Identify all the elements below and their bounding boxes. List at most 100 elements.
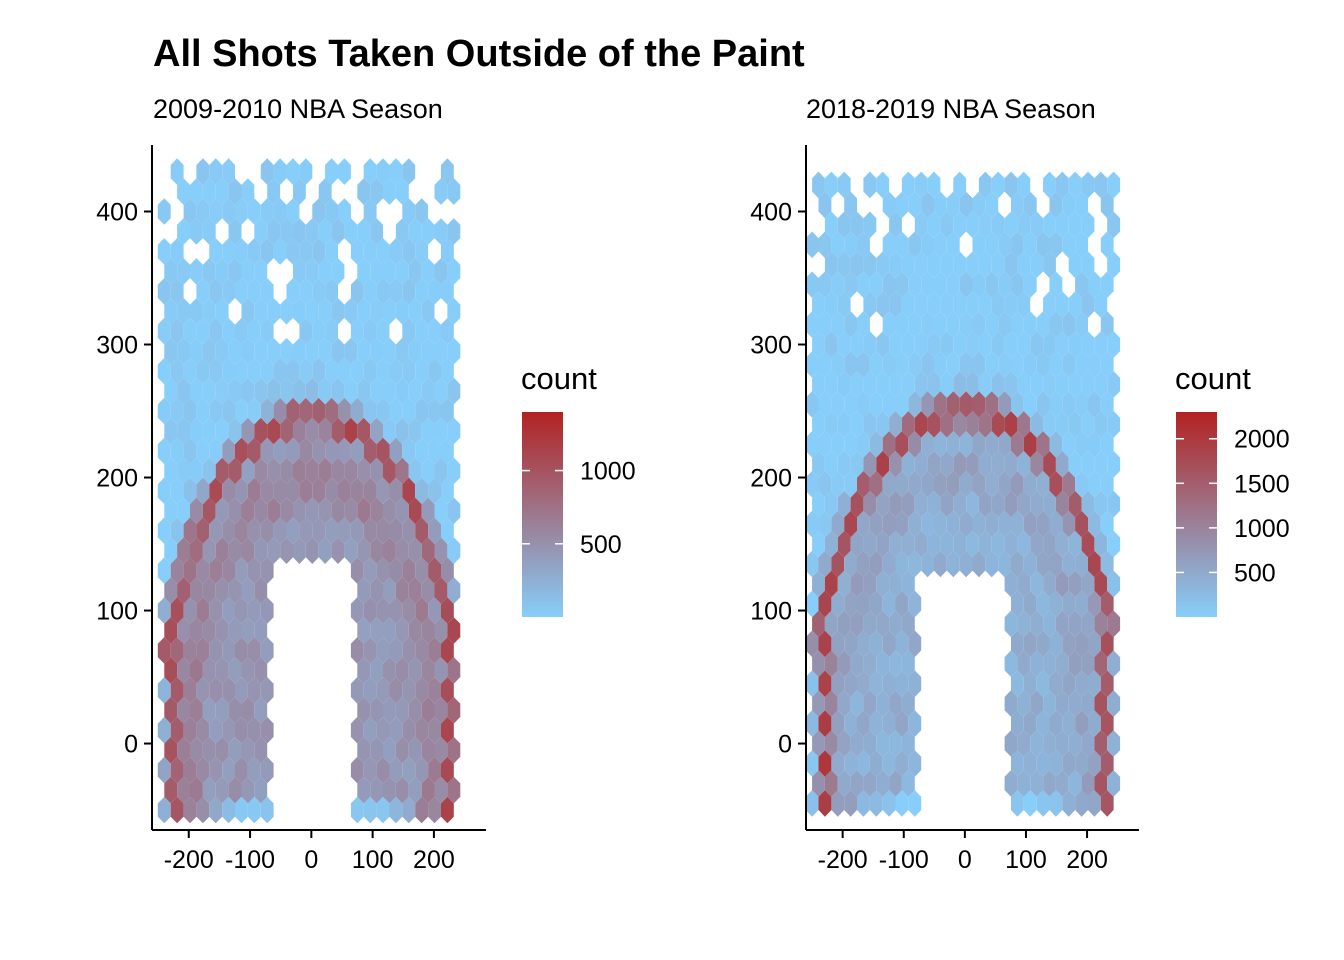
hex-bin — [254, 736, 268, 764]
hex-bin — [1094, 570, 1108, 598]
hex-bin — [882, 710, 896, 737]
hex-bin — [215, 377, 229, 405]
hex-bin — [190, 218, 203, 245]
hex-bin — [164, 377, 178, 405]
hex-bin — [1094, 411, 1108, 438]
hex-bin — [260, 437, 274, 465]
hex-bin — [1023, 391, 1037, 418]
hex-bin — [235, 397, 248, 425]
hex-bin — [908, 590, 922, 618]
hex-bin — [428, 557, 441, 584]
hex-bin — [338, 198, 351, 225]
hex-bin — [812, 371, 825, 398]
hex-bin — [395, 497, 409, 525]
hex-bin — [402, 158, 416, 185]
hex-bin — [170, 477, 184, 505]
hex-bin — [357, 178, 371, 205]
hex-bin — [318, 178, 332, 205]
color-legend: count 500 1000 1500 2000 — [1175, 361, 1290, 617]
hex-bin — [222, 317, 235, 345]
hex-bin — [1023, 191, 1037, 219]
hex-bin — [1049, 470, 1063, 498]
hex-bin — [247, 597, 261, 624]
hex-bin — [428, 437, 441, 465]
hex-bin — [1062, 470, 1076, 498]
panel-subtitle: 2018-2019 NBA Season — [806, 94, 1096, 124]
hex-bin — [1081, 251, 1095, 278]
hex-bin — [1055, 211, 1069, 239]
hex-bin — [1081, 690, 1095, 717]
hex-bin — [183, 437, 197, 465]
hex-bin — [183, 716, 197, 744]
hex-bin — [312, 477, 326, 505]
hex-bin — [383, 377, 396, 405]
hex-bin — [447, 776, 461, 804]
hex-bin — [812, 450, 825, 478]
hex-bin — [1088, 590, 1101, 618]
hex-bin — [876, 490, 890, 518]
hex-bin — [837, 770, 851, 797]
hex-bin — [837, 171, 851, 199]
hex-bin — [921, 431, 934, 458]
hex-bin — [927, 211, 941, 239]
hex-bin — [350, 637, 364, 664]
hex-bin — [908, 271, 922, 298]
hex-bin — [383, 617, 396, 644]
hex-bin — [222, 716, 235, 744]
hex-bin — [831, 271, 845, 298]
hex-bin — [857, 271, 870, 298]
hex-bin — [1062, 311, 1076, 338]
hex-bin — [389, 756, 403, 784]
hex-bin — [415, 317, 429, 345]
hex-bin — [164, 258, 178, 285]
hex-bin — [1004, 291, 1018, 318]
hex-bin — [991, 171, 1005, 199]
hex-bin — [434, 258, 448, 285]
hex-bin — [914, 371, 928, 398]
hex-bin — [395, 697, 409, 724]
hex-bin — [1036, 590, 1050, 618]
hex-bin — [305, 537, 319, 564]
hex-bin — [293, 218, 306, 245]
hex-bin — [1043, 730, 1056, 757]
hex-bin — [421, 697, 435, 724]
hex-bin — [934, 510, 947, 538]
hex-bin — [831, 351, 845, 378]
hex-bin — [363, 238, 377, 265]
hex-bin — [850, 570, 864, 598]
hex-bin — [805, 750, 819, 777]
hex-bin — [428, 796, 441, 824]
hex-bin — [157, 597, 171, 624]
hex-bin — [812, 730, 825, 757]
hex-bin — [1049, 710, 1063, 737]
hex-bin — [1088, 431, 1101, 458]
hex-bin — [1011, 670, 1024, 697]
hex-bin — [837, 211, 851, 239]
hex-bin — [876, 570, 890, 598]
hex-bin — [1055, 371, 1069, 398]
hex-bin — [434, 377, 448, 405]
hex-bin — [222, 477, 235, 505]
hex-bin — [421, 457, 435, 485]
hex-bin — [1068, 331, 1082, 358]
hex-bin — [209, 278, 223, 305]
hex-bin — [908, 351, 922, 378]
hex-bin — [1107, 371, 1121, 398]
hex-bin — [376, 756, 390, 784]
hex-bin — [190, 337, 203, 365]
hex-bin — [376, 557, 390, 584]
hex-bin — [1030, 730, 1044, 757]
hex-bin — [857, 630, 870, 658]
hex-bin — [421, 537, 435, 564]
hex-bin — [966, 331, 979, 358]
hex-bin — [1049, 750, 1063, 777]
hex-bin — [402, 517, 416, 544]
hex-bin — [286, 158, 300, 185]
hex-bin — [882, 470, 896, 498]
hex-bin — [1100, 670, 1114, 697]
hex-bin — [1030, 251, 1044, 278]
hex-bin — [1088, 670, 1101, 697]
hex-bin — [157, 317, 171, 345]
hex-bin — [241, 258, 255, 285]
hex-bin — [286, 357, 300, 385]
